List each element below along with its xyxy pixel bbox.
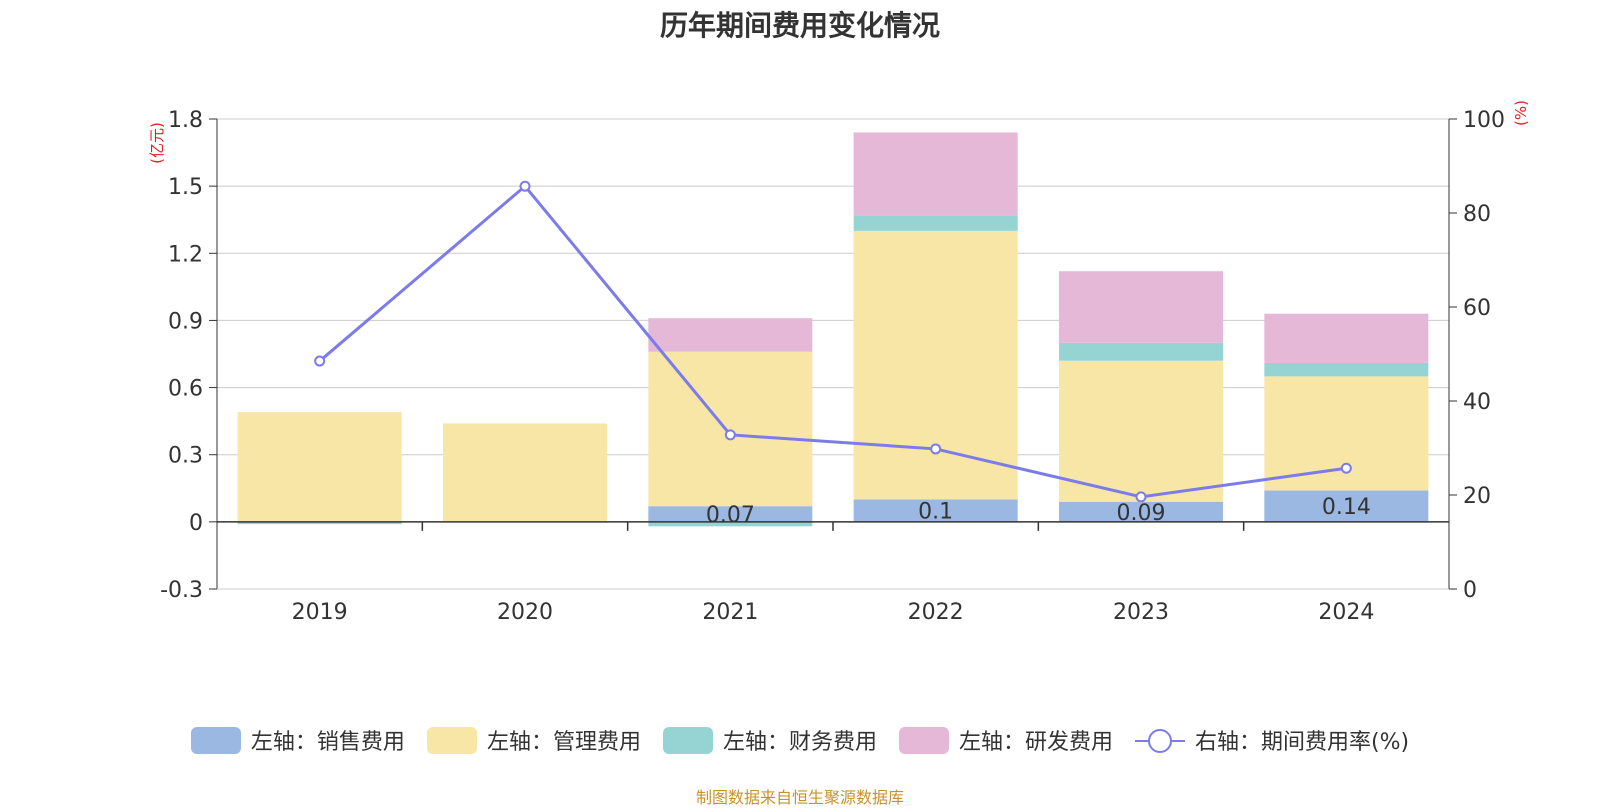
right-axis-unit-label: (%) [1512, 100, 1530, 126]
right-axis-tick-label: 60 [1463, 296, 1491, 321]
legend: 左轴：销售费用 左轴：管理费用 左轴：财务费用 左轴：研发费用 右轴：期间费用率… [0, 724, 1600, 756]
left-axis-unit-label: (亿元) [148, 122, 166, 164]
bar-segment [237, 521, 402, 525]
legend-swatch-rnd [898, 726, 949, 754]
bar-segment [648, 506, 813, 522]
legend-item-rnd[interactable]: 左轴：研发费用 [898, 724, 1113, 756]
left-axis-tick-label: 0 [189, 511, 203, 536]
left-axis-tick-label: 1.2 [168, 242, 203, 267]
bar-segment [237, 412, 402, 522]
right-axis-tick-label: 20 [1463, 484, 1491, 509]
chart-canvas: -0.3 0 0.3 0.6 0.9 1.2 1.5 1.8 0 20 40 60 80 100 (亿元) (… [148, 100, 1530, 625]
bar-segment [648, 318, 813, 352]
bar-segment [648, 521, 813, 527]
right-axis-tick-label: 80 [1463, 202, 1491, 227]
legend-label-sales: 左轴：销售费用 [250, 730, 405, 755]
left-axis-tick-label: 0.6 [168, 377, 203, 402]
rate-point [1135, 491, 1147, 503]
legend-swatch-sales [190, 726, 241, 754]
legend-item-sales[interactable]: 左轴：销售费用 [190, 724, 405, 756]
x-axis-category-label: 2022 [908, 600, 964, 625]
bar-segment [1059, 501, 1223, 522]
chart-title: 历年期间费用变化情况 [659, 9, 940, 42]
left-axis-tick-label: -0.3 [160, 578, 203, 603]
bar-segment [853, 132, 1018, 216]
rate-point [930, 443, 942, 455]
legend-label-finance: 左轴：财务费用 [722, 730, 877, 755]
left-axis-tick-label: 0.3 [168, 444, 203, 469]
rate-point [314, 355, 326, 367]
rate-point [519, 180, 531, 192]
x-axis-category-label: 2020 [497, 600, 553, 625]
legend-item-finance[interactable]: 左轴：财务费用 [662, 724, 877, 756]
x-axis-category-label: 2021 [702, 600, 758, 625]
x-axis-category-label: 2019 [292, 600, 348, 625]
bar-segment [1264, 362, 1429, 377]
legend-line-marker-icon [1134, 727, 1185, 754]
rate-point [1340, 462, 1352, 474]
rate-point [724, 429, 736, 441]
legend-item-rate[interactable]: 右轴：期间费用率(%) [1134, 724, 1410, 756]
bar-segment [853, 230, 1018, 500]
x-axis-category-label: 2024 [1318, 600, 1374, 625]
x-axis-category-label: 2023 [1113, 600, 1169, 625]
legend-item-admin[interactable]: 左轴：管理费用 [426, 724, 641, 756]
bar-segment [1059, 360, 1223, 502]
bar-segment [1264, 313, 1429, 363]
bar-segment [1264, 490, 1429, 522]
bar-segment [1059, 342, 1223, 361]
bar-segment [853, 499, 1018, 522]
bar-data-label: 0.07 [706, 503, 755, 528]
bar-data-label: 0.14 [1322, 495, 1371, 520]
left-axis-tick-label: 1.5 [168, 175, 203, 200]
bar-segment [1059, 271, 1223, 343]
bar-segment [648, 351, 813, 507]
source-note: 制图数据来自恒生聚源数据库 [695, 788, 904, 807]
legend-swatch-admin [426, 726, 477, 754]
left-axis-tick-label: 1.8 [168, 108, 203, 133]
rate-line [318, 184, 1347, 499]
bar-segment [853, 215, 1018, 231]
bar-segment [443, 423, 607, 522]
bar-data-label: 0.09 [1117, 501, 1166, 526]
left-axis-tick-label: 0.9 [168, 309, 203, 334]
right-axis-tick-label: 0 [1463, 578, 1477, 603]
right-axis-tick-label: 100 [1463, 108, 1505, 133]
legend-swatch-finance [662, 726, 713, 754]
legend-label-rate: 右轴：期间费用率(%) [1194, 730, 1410, 755]
legend-label-rnd: 左轴：研发费用 [958, 730, 1113, 755]
bar-data-label: 0.1 [918, 500, 953, 525]
right-axis-tick-label: 40 [1463, 390, 1491, 415]
legend-label-admin: 左轴：管理费用 [486, 730, 641, 755]
